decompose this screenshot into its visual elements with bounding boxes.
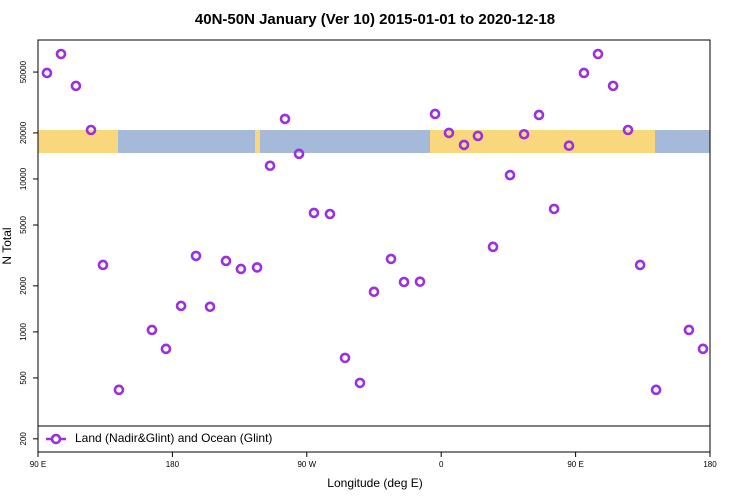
point xyxy=(264,160,276,172)
point xyxy=(308,207,320,219)
point xyxy=(146,324,158,336)
point xyxy=(251,262,263,273)
map-band xyxy=(38,130,710,153)
x-tick-label: 90 W xyxy=(297,460,316,469)
point xyxy=(458,139,470,151)
legend-box xyxy=(37,425,711,453)
x-tick-label: 180 xyxy=(703,460,717,469)
point xyxy=(683,324,695,336)
point xyxy=(385,253,397,265)
point xyxy=(548,203,560,215)
point xyxy=(578,67,590,79)
point xyxy=(97,259,109,271)
point xyxy=(563,140,575,151)
y-tick-label: 10000 xyxy=(19,167,28,190)
point xyxy=(368,286,380,298)
point xyxy=(70,80,82,92)
point xyxy=(235,263,247,275)
x-tick-label: 180 xyxy=(166,460,180,469)
y-tick-label: 50000 xyxy=(19,60,28,83)
point xyxy=(220,255,232,267)
point xyxy=(160,343,172,355)
point xyxy=(487,241,499,253)
x-axis-label: Longitude (deg E) xyxy=(327,476,422,490)
point xyxy=(472,130,484,142)
point xyxy=(55,48,67,60)
point xyxy=(443,127,455,139)
legend-label: Land (Nadir&Glint) and Ocean (Glint) xyxy=(75,431,272,445)
point xyxy=(339,352,351,364)
point xyxy=(41,67,53,79)
legend-marker xyxy=(50,433,62,445)
plot-frame xyxy=(37,39,711,453)
point xyxy=(204,301,216,313)
point xyxy=(650,384,662,396)
point xyxy=(354,377,366,389)
x-tick-label: 90 E xyxy=(567,460,583,469)
map-land xyxy=(430,130,655,153)
point xyxy=(113,384,125,396)
point xyxy=(622,124,634,136)
point xyxy=(398,276,410,288)
map-land xyxy=(38,130,118,153)
point xyxy=(279,113,291,125)
y-tick-label: 200 xyxy=(19,432,28,446)
point xyxy=(175,300,187,312)
point xyxy=(414,276,426,287)
point xyxy=(697,343,709,355)
point xyxy=(607,80,619,92)
point xyxy=(504,169,516,181)
point xyxy=(634,259,646,271)
x-tick-label: 0 xyxy=(439,460,444,469)
point xyxy=(293,148,305,160)
point xyxy=(518,128,530,140)
y-axis-label: N Total xyxy=(0,227,14,264)
point xyxy=(85,124,97,136)
point xyxy=(190,250,202,262)
y-tick-label: 1000 xyxy=(19,322,28,340)
y-tick-label: 20000 xyxy=(19,121,28,144)
x-tick-label: 90 E xyxy=(30,460,46,469)
chart-title: 40N-50N January (Ver 10) 2015-01-01 to 2… xyxy=(195,11,555,28)
point xyxy=(592,48,604,60)
point xyxy=(324,208,336,220)
point xyxy=(429,108,441,120)
y-tick-label: 2000 xyxy=(19,276,28,294)
map-land xyxy=(255,130,260,153)
y-tick-label: 500 xyxy=(19,371,28,385)
y-tick-label: 5000 xyxy=(19,216,28,234)
point xyxy=(533,109,545,121)
